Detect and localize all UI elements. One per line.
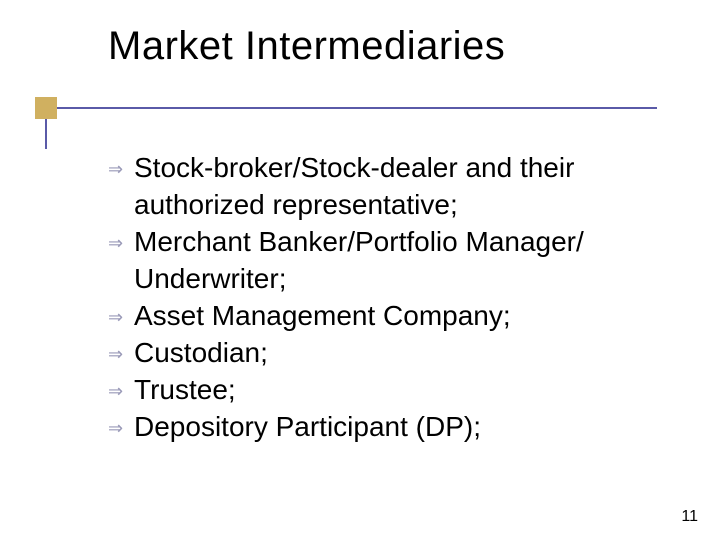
slide-title: Market Intermediaries — [108, 24, 505, 69]
list-item-text: Trustee; — [134, 372, 668, 409]
list-item: ⇒ Stock-broker/Stock-dealer and their au… — [108, 150, 668, 224]
list-item: ⇒ Custodian; — [108, 335, 668, 372]
accent-line-vertical — [45, 119, 47, 149]
title-accent — [35, 97, 65, 127]
arrow-bullet-icon: ⇒ — [108, 232, 134, 256]
list-item-text: Depository Participant (DP); — [134, 409, 668, 446]
page-number: 11 — [681, 508, 698, 526]
list-item-text: Stock-broker/Stock-dealer and their auth… — [134, 150, 668, 224]
list-item-text: Asset Management Company; — [134, 298, 668, 335]
list-item: ⇒ Merchant Banker/Portfolio Manager/ Und… — [108, 224, 668, 298]
list-item: ⇒ Depository Participant (DP); — [108, 409, 668, 446]
slide-body: ⇒ Stock-broker/Stock-dealer and their au… — [108, 150, 668, 446]
arrow-bullet-icon: ⇒ — [108, 343, 134, 367]
list-item: ⇒ Asset Management Company; — [108, 298, 668, 335]
accent-box-icon — [35, 97, 57, 119]
arrow-bullet-icon: ⇒ — [108, 158, 134, 182]
list-item-text: Merchant Banker/Portfolio Manager/ Under… — [134, 224, 668, 298]
arrow-bullet-icon: ⇒ — [108, 306, 134, 330]
list-item: ⇒ Trustee; — [108, 372, 668, 409]
list-item-text: Custodian; — [134, 335, 668, 372]
arrow-bullet-icon: ⇒ — [108, 380, 134, 404]
slide: Market Intermediaries ⇒ Stock-broker/Sto… — [0, 0, 720, 540]
arrow-bullet-icon: ⇒ — [108, 417, 134, 441]
accent-line-horizontal — [57, 107, 657, 109]
